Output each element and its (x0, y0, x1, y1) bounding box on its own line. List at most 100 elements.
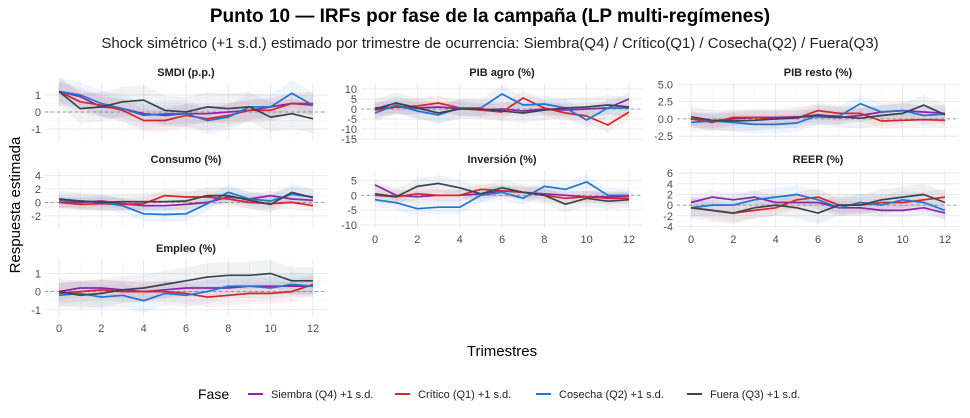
series-line-1 (59, 194, 314, 207)
y-tick-label: -5 (347, 205, 357, 217)
y-tick-label: 5 (351, 175, 357, 187)
x-tick-label: 6 (815, 234, 821, 246)
x-tick-label: 4 (457, 234, 463, 246)
confidence-band (375, 183, 629, 205)
series-line-4 (374, 102, 630, 114)
series-line-3 (58, 283, 314, 302)
confidence-band (691, 94, 945, 132)
series-line-3 (58, 90, 314, 122)
y-tick-label: 0 (351, 104, 357, 116)
series-line-2 (690, 109, 946, 124)
series-line-4 (58, 272, 313, 297)
y-tick-label: 0 (35, 287, 41, 299)
y-tick-label: 4 (35, 170, 41, 182)
panel-title: PIB agro (%) (469, 67, 535, 79)
series-line-2 (374, 97, 630, 126)
confidence-band (375, 92, 629, 118)
legend-item: Fuera (Q3) +1 s.d. (687, 389, 800, 401)
x-tick-label: 10 (897, 234, 909, 246)
panel-title: Empleo (%) (156, 243, 216, 255)
legend-label: Fuera (Q3) +1 s.d. (710, 389, 800, 401)
y-tick-label: 0.0 (658, 114, 673, 126)
series-line-4 (374, 182, 630, 206)
y-tick-label: 2.5 (658, 97, 673, 109)
y-tick-label: -10 (341, 220, 357, 232)
x-tick-label: 8 (541, 234, 547, 246)
y-tick-label: 5.0 (658, 79, 673, 91)
confidence-band (59, 184, 313, 222)
chart-subtitle: Shock simétrico (+1 s.d.) estimado por t… (101, 35, 878, 52)
y-tick-label: 2 (35, 184, 41, 196)
series-line-2 (374, 188, 629, 200)
panel-title: Consumo (%) (151, 154, 222, 166)
x-tick-label: 2 (730, 234, 736, 246)
series-line-4 (690, 104, 946, 122)
x-tick-label: 10 (581, 234, 593, 246)
x-tick-label: 0 (688, 234, 694, 246)
y-tick-label: 1 (35, 90, 41, 102)
confidence-band (59, 76, 313, 134)
series-line-4 (58, 90, 314, 120)
x-tick-label: 8 (225, 323, 231, 335)
confidence-band (59, 274, 313, 308)
y-tick-label: 6 (667, 168, 673, 180)
legend-label: Siembra (Q4) +1 s.d. (271, 389, 373, 401)
y-tick-label: 2 (667, 189, 673, 201)
legend-title: Fase (198, 386, 229, 402)
y-tick-label: 1 (35, 269, 41, 281)
confidence-band (59, 78, 313, 134)
x-tick-label: 8 (857, 234, 863, 246)
x-tick-label: 4 (773, 234, 779, 246)
x-tick-label: 0 (56, 323, 62, 335)
y-tick-label: -2 (31, 211, 41, 223)
series-line-2 (58, 283, 314, 298)
x-axis-title: Trimestres (467, 343, 537, 360)
series-line-1 (690, 196, 946, 214)
x-tick-label: 2 (98, 323, 104, 335)
confidence-band (375, 175, 629, 213)
y-tick-label: -2.5 (654, 131, 673, 143)
panel-title: REER (%) (793, 154, 844, 166)
panel-title: Inversión (%) (467, 154, 536, 166)
y-tick-label: -4 (663, 221, 673, 233)
y-tick-label: -5 (347, 114, 357, 126)
x-tick-label: 12 (307, 323, 319, 335)
legend-label: Cosecha (Q2) +1 s.d. (559, 389, 664, 401)
x-tick-label: 6 (499, 234, 505, 246)
y-axis-title: Respuesta estimada (7, 136, 24, 273)
y-tick-label: -15 (341, 134, 357, 146)
y-tick-label: 0 (35, 197, 41, 209)
x-tick-label: 2 (414, 234, 420, 246)
panel-title: SMDI (p.p.) (157, 67, 215, 79)
series-line-2 (58, 90, 313, 122)
y-tick-label: -1 (31, 124, 41, 136)
confidence-band (59, 272, 313, 313)
y-tick-label: 5 (351, 94, 357, 106)
y-tick-label: -1 (31, 305, 41, 317)
confidence-band (59, 82, 313, 125)
y-tick-label: 10 (345, 84, 357, 96)
x-tick-label: 6 (183, 323, 189, 335)
y-tick-label: 0 (667, 200, 673, 212)
chart-title: Punto 10 — IRFs por fase de la campaña (… (210, 6, 770, 27)
x-tick-label: 12 (623, 234, 635, 246)
x-tick-label: 4 (141, 323, 147, 335)
panel-title: PIB resto (%) (784, 67, 853, 79)
y-tick-label: 0 (351, 190, 357, 202)
y-tick-label: -2 (663, 211, 673, 223)
legend-label: Crítico (Q1) +1 s.d. (418, 389, 511, 401)
series-line-3 (690, 193, 946, 212)
legend: Fase Siembra (Q4) +1 s.d. Crítico (Q1) +1… (198, 386, 800, 402)
confidence-band (375, 85, 629, 129)
panel-5: Inversión (%) 5 0 -5 -10 0 2 4 6 8 10 12 (341, 154, 643, 246)
panel-1: SMDI (p.p.) 1 0 -1 (31, 67, 327, 141)
series-line-1 (58, 285, 313, 293)
series-line-4 (58, 191, 314, 206)
series-line-3 (374, 181, 629, 210)
y-tick-label: 0 (35, 107, 41, 119)
confidence-band (59, 80, 313, 132)
